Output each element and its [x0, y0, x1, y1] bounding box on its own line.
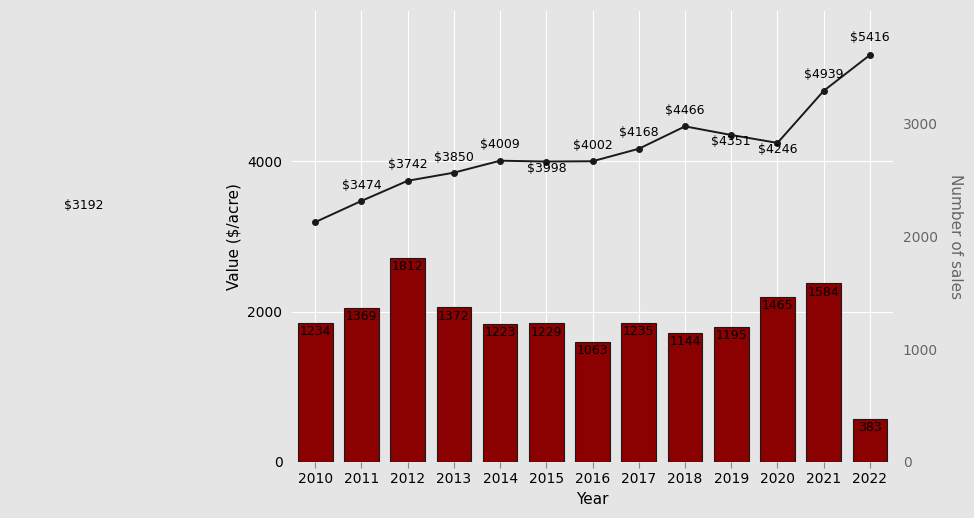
- Text: 1465: 1465: [762, 299, 793, 312]
- Y-axis label: Value ($/acre): Value ($/acre): [227, 183, 242, 290]
- Text: 1584: 1584: [807, 285, 840, 299]
- Text: 1372: 1372: [438, 310, 469, 323]
- Bar: [576, 342, 610, 462]
- Text: $3474: $3474: [342, 179, 381, 192]
- Bar: [852, 419, 887, 462]
- Text: $3998: $3998: [527, 162, 566, 175]
- Text: $4246: $4246: [758, 143, 798, 156]
- Bar: [436, 307, 471, 462]
- Text: 1369: 1369: [346, 310, 377, 323]
- Text: 1229: 1229: [531, 326, 562, 339]
- Bar: [483, 324, 517, 462]
- Text: $3192: $3192: [64, 198, 104, 211]
- Bar: [391, 257, 425, 462]
- Y-axis label: Number of sales: Number of sales: [948, 174, 963, 299]
- Text: 1812: 1812: [392, 260, 424, 273]
- Bar: [529, 323, 564, 462]
- Text: 1195: 1195: [716, 329, 747, 342]
- Bar: [621, 323, 656, 462]
- Bar: [298, 323, 332, 462]
- X-axis label: Year: Year: [577, 492, 609, 507]
- Text: $4009: $4009: [480, 138, 520, 151]
- Bar: [806, 283, 841, 462]
- Text: $4168: $4168: [619, 126, 658, 139]
- Bar: [760, 297, 795, 462]
- Text: 1063: 1063: [577, 344, 609, 357]
- Text: 1223: 1223: [484, 326, 516, 339]
- Text: $4002: $4002: [573, 139, 613, 152]
- Text: $4939: $4939: [804, 68, 843, 81]
- Text: $4351: $4351: [711, 135, 751, 148]
- Bar: [668, 333, 702, 462]
- Bar: [714, 327, 749, 462]
- Text: $4466: $4466: [665, 104, 705, 117]
- Text: 1235: 1235: [623, 325, 655, 338]
- Text: $3850: $3850: [434, 151, 474, 164]
- Text: 1234: 1234: [300, 325, 331, 338]
- Text: $3742: $3742: [388, 158, 428, 171]
- Bar: [344, 308, 379, 462]
- Text: 1144: 1144: [669, 335, 700, 348]
- Text: 383: 383: [858, 421, 881, 434]
- Text: $5416: $5416: [850, 31, 889, 44]
